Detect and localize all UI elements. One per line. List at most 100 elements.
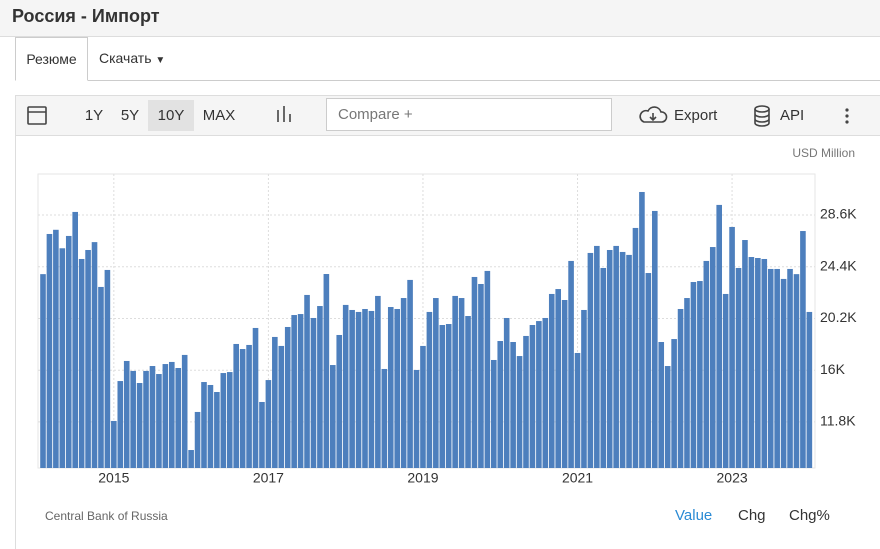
bar: [98, 286, 104, 468]
bar: [239, 349, 246, 468]
bar: [156, 374, 162, 468]
bar: [690, 282, 697, 468]
bar: [381, 368, 388, 468]
export-icon[interactable]: [639, 106, 668, 123]
bar: [735, 267, 742, 468]
bar: [226, 372, 233, 468]
bar: [697, 281, 703, 468]
bar: [387, 307, 394, 468]
bar: [91, 242, 98, 468]
bar: [169, 361, 175, 468]
tab-label: Скачать: [99, 50, 152, 66]
bar: [342, 304, 349, 468]
bar: [130, 370, 136, 468]
bar: [149, 366, 156, 468]
toolbar-icons: [27, 105, 770, 127]
y-tick-label: 11.8K: [820, 413, 856, 429]
bar: [516, 356, 523, 468]
bar: [458, 298, 465, 468]
view-button[interactable]: Value: [675, 507, 713, 524]
bar: [194, 411, 201, 468]
bar: [259, 401, 265, 468]
bar: [536, 321, 542, 468]
bar: [136, 383, 143, 468]
x-tick-label: 2021: [562, 470, 593, 486]
bar: [729, 226, 735, 468]
bar: [201, 382, 207, 468]
view-button[interactable]: Chg: [738, 507, 766, 524]
bar: [452, 295, 458, 468]
bar: [645, 273, 652, 468]
bar: [542, 317, 549, 468]
bar: [362, 308, 368, 468]
bar: [40, 274, 46, 468]
bar: [233, 343, 239, 468]
bar: [761, 258, 768, 468]
bar: [394, 308, 400, 468]
bar: [626, 254, 632, 468]
bar: [677, 308, 684, 468]
bar: [606, 249, 613, 468]
api-button[interactable]: API: [780, 107, 805, 124]
plot-area: [37, 173, 816, 469]
bar: [291, 315, 297, 468]
bar: [272, 336, 278, 468]
bar: [278, 345, 285, 468]
compare-input[interactable]: Compare +: [326, 98, 612, 131]
bar: [478, 283, 484, 468]
bar: [503, 317, 510, 468]
bar: [523, 335, 529, 468]
x-tick-label: 2015: [98, 470, 129, 486]
bar: [774, 268, 780, 468]
y-tick-label: 16K: [820, 361, 846, 377]
bar: [265, 380, 272, 468]
bar: [323, 274, 330, 468]
bar: [59, 248, 66, 468]
range-button[interactable]: 1Y: [84, 107, 104, 124]
bar: [709, 247, 716, 468]
tab[interactable]: Резюме: [15, 37, 88, 81]
bar: [65, 235, 72, 468]
bar: [787, 268, 793, 468]
bar: [722, 293, 729, 468]
bar: [780, 278, 787, 468]
bar: [188, 450, 194, 468]
bar: [407, 279, 413, 468]
tab[interactable]: Скачать ▼: [99, 50, 166, 66]
bar: [439, 325, 446, 468]
bar: [53, 229, 59, 468]
bar: [317, 306, 323, 468]
bar: [639, 191, 645, 468]
bar: [78, 258, 85, 468]
export-button[interactable]: Export: [674, 107, 718, 124]
page-title: Россия - Импорт: [12, 6, 160, 26]
bar: [117, 381, 124, 468]
view-button[interactable]: Chg%: [789, 507, 830, 524]
range-button[interactable]: 10Y: [148, 100, 194, 131]
bar: [104, 269, 111, 468]
range-button[interactable]: MAX: [202, 107, 236, 124]
bar: [555, 289, 561, 468]
menu-icon[interactable]: [845, 108, 849, 124]
header-bar: [0, 0, 880, 37]
y-tick-label: 28.6K: [820, 206, 857, 222]
calendar-icon[interactable]: [27, 106, 47, 125]
bar: [471, 276, 478, 468]
bar: [806, 311, 813, 468]
bar: [420, 345, 426, 468]
bar: [671, 339, 677, 468]
bar: [510, 342, 516, 468]
range-button[interactable]: 5Y: [120, 107, 140, 124]
y-tick-label: 24.4K: [820, 257, 857, 273]
bar: [304, 294, 310, 468]
bar: [561, 300, 568, 468]
bar: [175, 367, 182, 468]
bar: [330, 365, 336, 468]
bar: [684, 298, 690, 468]
bar: [716, 204, 722, 468]
bar: [484, 270, 491, 468]
api-icon[interactable]: [754, 105, 770, 113]
bar: [252, 327, 259, 468]
bar: [433, 298, 439, 468]
